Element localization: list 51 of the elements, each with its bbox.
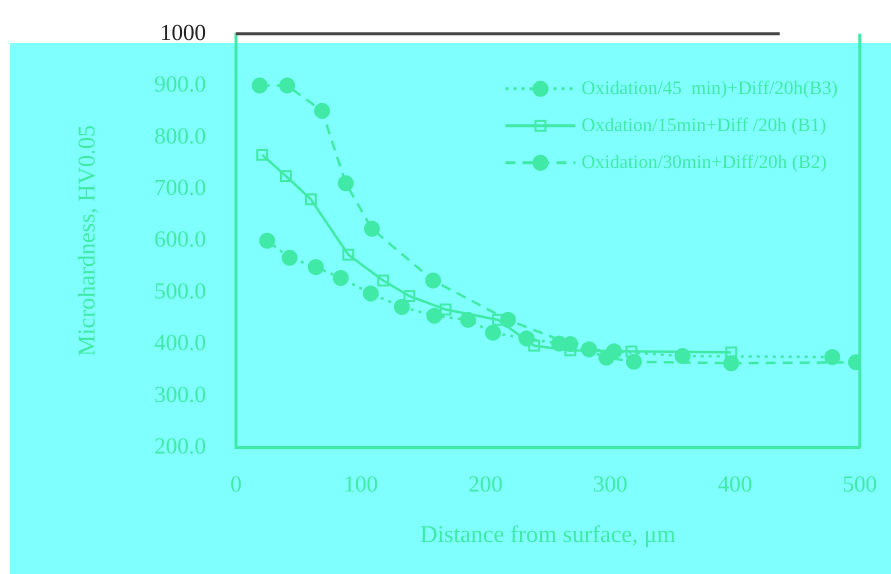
point [581,341,598,358]
y-tick-label: 1000 [160,20,206,45]
y-tick-label: 800.0 [154,123,206,148]
point [824,349,840,366]
y-tick-label: 400.0 [154,330,206,356]
point [425,272,442,289]
point [403,290,416,302]
y-tick-label: 600.0 [154,226,206,252]
legend-label: Oxidation/30min+Diff/20h (B2) [581,152,827,173]
point [338,175,354,192]
point [280,170,292,182]
x-tick-label: 100 [344,471,378,496]
point [377,274,390,286]
y-tick-label: 700.0 [154,175,206,200]
point [492,314,504,326]
point [342,248,354,261]
point [674,348,691,364]
point [364,220,380,237]
point [362,285,379,302]
x-tick-label: 200 [468,471,503,496]
point [282,250,298,266]
point [484,324,501,341]
point [606,343,622,360]
y-tick-label: 900.0 [154,72,206,97]
point [626,345,638,358]
point [304,193,317,206]
point [394,298,410,315]
x-axis-title: Distance from surface, μm [420,522,676,548]
y-tick-label: 200.0 [154,434,206,459]
point [314,102,330,119]
point [528,340,540,352]
point [259,232,276,249]
y-axis-title: Microhardness, HV0.05 [74,125,101,356]
point [252,78,268,94]
y-tick-label: 300.0 [154,382,206,407]
point [440,304,452,316]
point [460,312,476,328]
point [256,148,268,161]
y-tick-label: 500.0 [154,278,206,304]
point [332,270,349,286]
x-tick-label: 500 [842,471,877,496]
point [308,259,324,276]
x-tick-label: 0 [230,471,242,496]
x-tick-label: 400 [718,471,752,496]
point [518,330,535,346]
legend-label: Oxdation/15min+Diff /20h (B1) [581,114,826,136]
x-tick-label: 300 [593,471,628,496]
point [725,346,738,358]
point [279,78,296,94]
point [426,308,442,324]
legend-label: Oxidation/45 min)+Diff/20h(B3) [581,78,838,99]
